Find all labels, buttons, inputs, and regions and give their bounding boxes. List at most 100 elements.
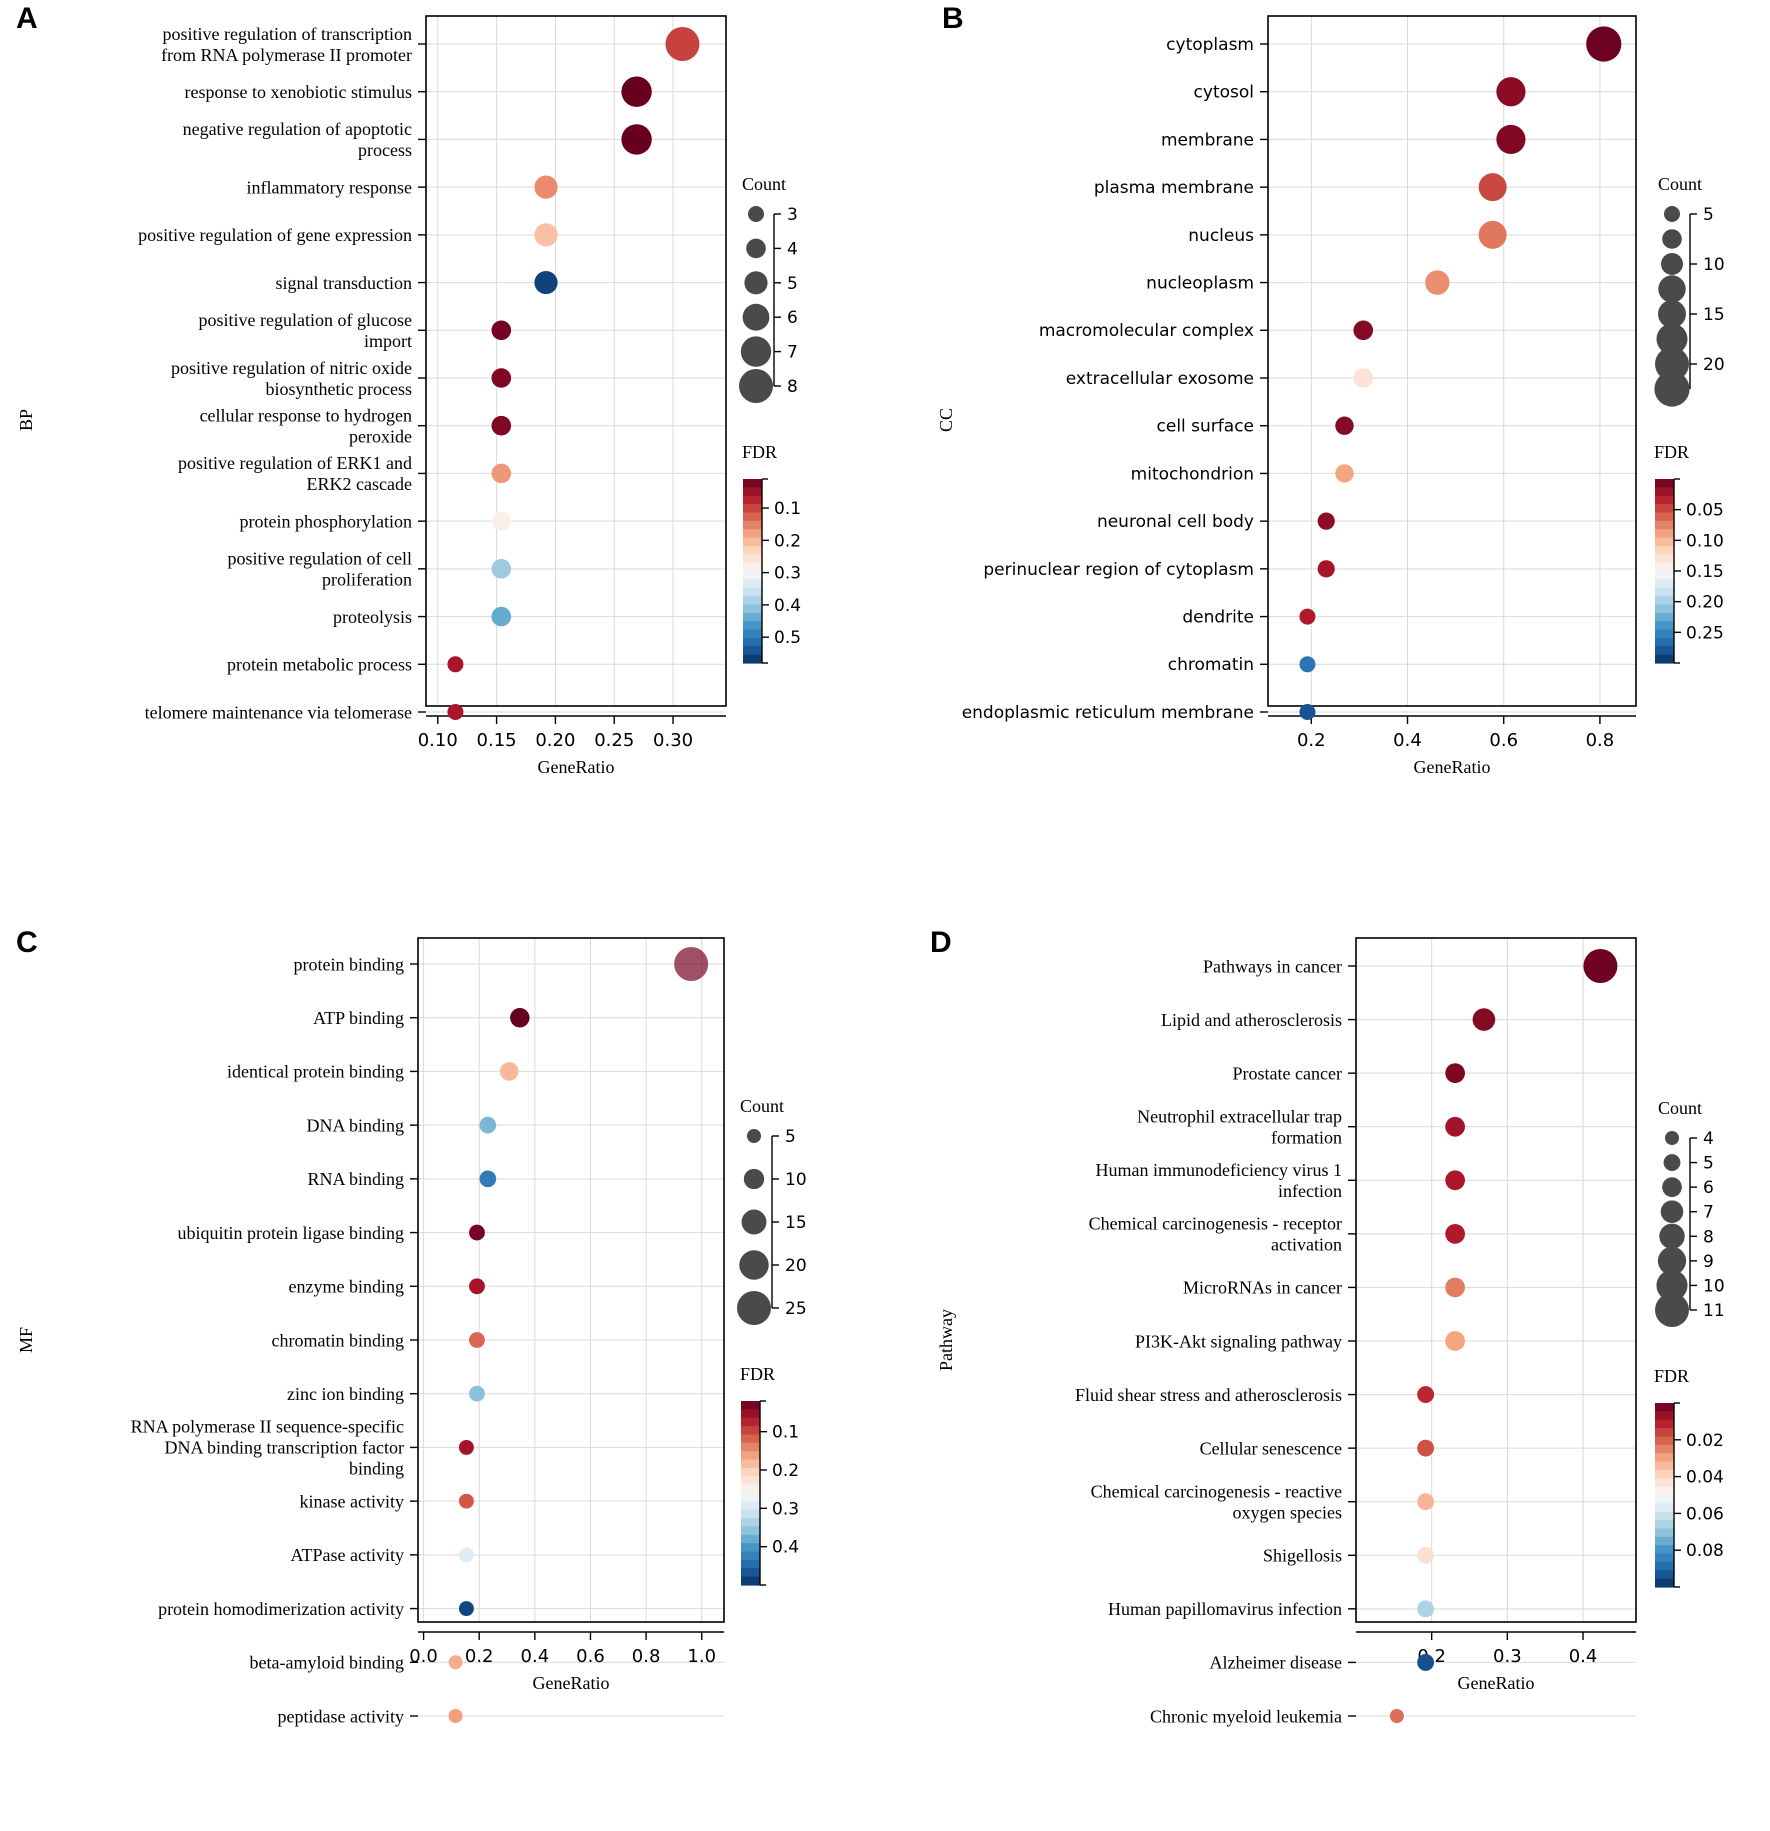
x-tick-label: 0.3 — [1493, 1646, 1522, 1667]
count-legend-marker — [741, 1209, 767, 1235]
data-point — [1417, 1493, 1435, 1511]
category-label: neuronal cell body — [1097, 512, 1254, 532]
fdr-colorbar-segment — [1655, 1561, 1674, 1571]
fdr-colorbar-segment — [743, 537, 762, 547]
data-point — [458, 1439, 474, 1455]
x-axis-title: GeneRatio — [533, 1673, 610, 1693]
fdr-colorbar-segment — [1655, 654, 1674, 664]
category-label: perinuclear region of cytoplasm — [983, 560, 1254, 580]
category-label: macromolecular complex — [1039, 321, 1254, 341]
data-point — [491, 320, 512, 341]
data-point — [1425, 270, 1450, 295]
category-label: Lipid and atherosclerosis — [1161, 1010, 1342, 1030]
data-point — [469, 1224, 485, 1241]
category-label: identical protein binding — [227, 1062, 404, 1082]
data-point — [1417, 1546, 1435, 1564]
category-label: positive regulation of nitric oxide biosy… — [171, 358, 412, 399]
category-label: membrane — [1161, 130, 1254, 150]
count-legend-marker — [1655, 1293, 1689, 1327]
category-label: Fluid shear stress and atherosclerosis — [1075, 1385, 1342, 1405]
count-legend-label: 10 — [785, 1170, 807, 1190]
data-point — [469, 1385, 485, 1402]
data-point — [1389, 1709, 1404, 1723]
category-label: positive regulation of cell proliferation — [228, 549, 412, 590]
count-legend-marker — [737, 1291, 771, 1325]
count-legend-title: Count — [742, 174, 786, 194]
fdr-colorbar-segment — [1655, 504, 1674, 514]
category-label: cytosol — [1194, 83, 1254, 103]
count-legend-marker — [1665, 1131, 1679, 1145]
fdr-colorbar-segment — [741, 1434, 760, 1444]
x-tick-label: 0.8 — [1586, 730, 1615, 751]
data-point — [458, 1601, 474, 1617]
category-label: protein metabolic process — [227, 655, 412, 675]
fdr-colorbar-segment — [1655, 1453, 1674, 1463]
category-label: Chronic myeloid leukemia — [1150, 1706, 1342, 1726]
x-tick-label: 0.4 — [521, 1646, 550, 1667]
category-label: PI3K-Akt signaling pathway — [1135, 1331, 1342, 1351]
fdr-colorbar-segment — [741, 1534, 760, 1544]
fdr-colorbar-label: 0.1 — [772, 1423, 799, 1443]
x-tick-label: 0.4 — [1569, 1646, 1598, 1667]
fdr-colorbar-segment — [743, 654, 762, 664]
panel-letter: D — [930, 926, 952, 959]
count-legend-marker — [1661, 253, 1683, 275]
x-tick-label: 0.25 — [594, 730, 634, 751]
x-tick-label: 0.30 — [653, 730, 693, 751]
category-label: cell surface — [1157, 417, 1254, 437]
count-legend-label: 5 — [1703, 1154, 1714, 1174]
x-tick-label: 0.8 — [632, 1646, 661, 1667]
fdr-colorbar-segment — [741, 1451, 760, 1461]
fdr-colorbar-segment — [1655, 1403, 1674, 1412]
fdr-colorbar-segment — [1655, 596, 1674, 606]
count-legend-label: 11 — [1703, 1301, 1725, 1321]
data-point — [510, 1007, 530, 1028]
fdr-colorbar-segment — [1655, 537, 1674, 547]
x-tick-label: 0.6 — [1489, 730, 1518, 751]
fdr-colorbar-segment — [1655, 1428, 1674, 1438]
count-legend-marker — [739, 369, 773, 403]
data-point — [1317, 560, 1335, 578]
count-legend-label: 6 — [1703, 1178, 1714, 1198]
fdr-colorbar-segment — [741, 1559, 760, 1569]
plot-frame — [1267, 15, 1637, 707]
fdr-colorbar-segment — [741, 1426, 760, 1436]
count-legend-title: Count — [1658, 1098, 1702, 1118]
data-point — [448, 1709, 463, 1723]
data-point — [621, 76, 652, 107]
category-label: negative regulation of apoptotic process — [183, 119, 412, 160]
x-tick-label: 0.10 — [418, 730, 458, 751]
data-point — [447, 656, 464, 673]
fdr-colorbar-segment — [1655, 1511, 1674, 1521]
fdr-colorbar-segment — [1655, 529, 1674, 539]
fdr-colorbar-label: 0.4 — [772, 1538, 799, 1558]
count-legend-label: 4 — [1703, 1129, 1714, 1149]
fdr-colorbar-segment — [741, 1568, 760, 1578]
count-legend-label: 25 — [785, 1299, 807, 1319]
count-legend-label: 15 — [785, 1213, 807, 1233]
data-point — [1335, 416, 1354, 435]
category-label: positive regulation of ERK1 and ERK2 casc… — [178, 453, 412, 494]
fdr-colorbar-segment — [1655, 1570, 1674, 1580]
fdr-colorbar-segment — [1655, 545, 1674, 555]
fdr-colorbar-segment — [743, 596, 762, 606]
fdr-colorbar-segment — [1655, 1545, 1674, 1555]
fdr-colorbar-segment — [741, 1467, 760, 1477]
data-point — [447, 704, 464, 720]
data-point — [1445, 1224, 1465, 1244]
data-point — [1478, 220, 1507, 249]
fdr-colorbar-label: 0.08 — [1686, 1541, 1724, 1561]
fdr-colorbar-label: 0.04 — [1686, 1468, 1724, 1488]
y-axis-title: BP — [16, 409, 36, 431]
category-label: chromatin — [1168, 655, 1254, 675]
count-legend-marker — [1662, 1177, 1682, 1197]
fdr-colorbar-segment — [1655, 1553, 1674, 1563]
category-label: RNA polymerase II sequence-specific DNA b… — [131, 1417, 404, 1479]
data-point — [469, 1278, 485, 1295]
x-axis-title: GeneRatio — [1458, 1673, 1535, 1693]
fdr-colorbar-segment — [1655, 646, 1674, 656]
fdr-colorbar-segment — [1655, 1578, 1674, 1588]
category-label: enzyme binding — [289, 1277, 404, 1297]
